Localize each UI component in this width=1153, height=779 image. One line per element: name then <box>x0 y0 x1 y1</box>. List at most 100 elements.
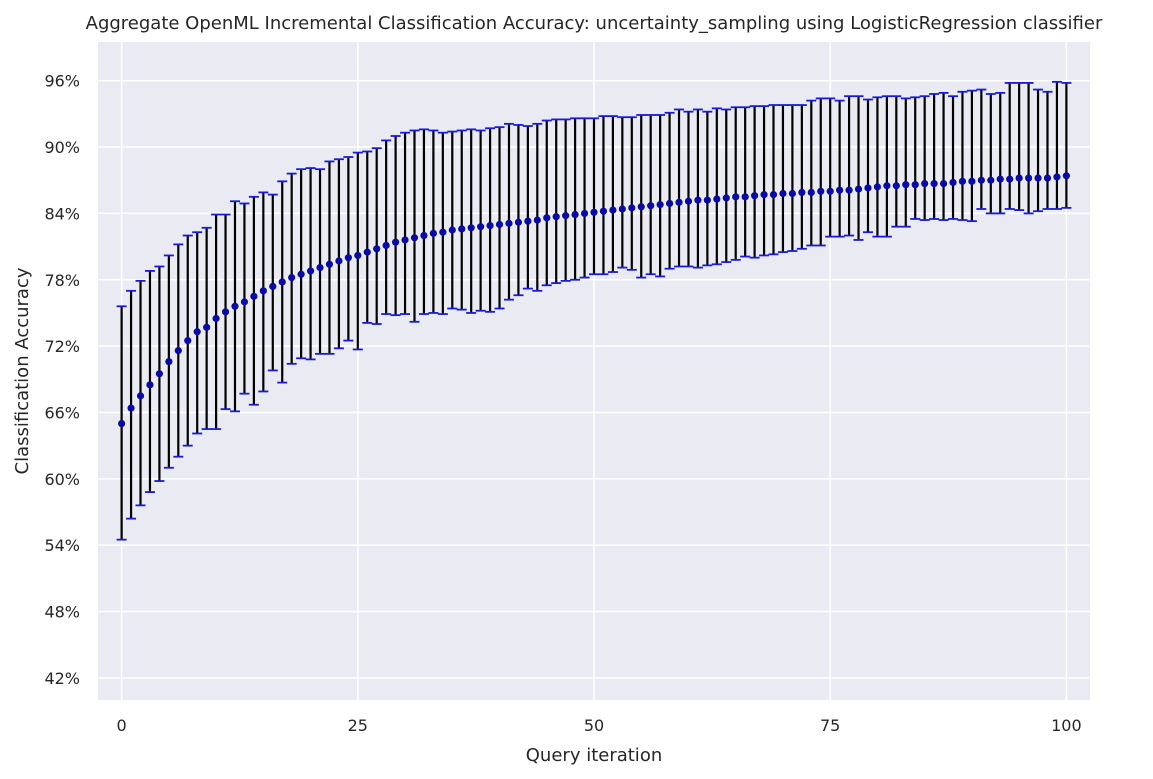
y-tick-label: 78% <box>44 271 80 290</box>
data-point <box>968 177 976 185</box>
data-point <box>477 223 485 231</box>
data-point <box>854 185 863 193</box>
data-point <box>977 176 985 184</box>
x-tick-label: 25 <box>348 716 368 735</box>
data-point <box>675 198 683 206</box>
data-point <box>221 308 230 316</box>
y-tick-label: 90% <box>44 138 80 157</box>
y-tick-label: 84% <box>44 204 80 223</box>
data-point <box>562 212 570 220</box>
data-point <box>486 221 494 230</box>
data-point <box>429 229 437 237</box>
data-point <box>335 257 343 265</box>
data-point <box>958 177 967 185</box>
y-tick-label: 60% <box>44 470 80 489</box>
data-point <box>203 323 211 331</box>
data-point <box>401 236 409 244</box>
data-point <box>165 358 173 366</box>
data-point <box>363 248 371 256</box>
data-point <box>703 196 711 204</box>
data-point <box>439 228 447 236</box>
x-tick-label: 50 <box>584 716 604 735</box>
data-point <box>807 188 815 196</box>
data-point <box>533 216 541 224</box>
data-point <box>278 278 286 286</box>
data-point <box>921 179 929 188</box>
data-point <box>467 224 475 232</box>
data-point <box>628 204 636 212</box>
data-point <box>892 182 900 190</box>
y-tick-label: 66% <box>44 403 80 422</box>
data-point <box>552 213 560 221</box>
data-point <box>779 189 787 198</box>
x-tick-labels: 0 25 50 75 100 <box>117 716 1082 735</box>
x-axis-label: Query iteration <box>526 745 662 766</box>
data-point <box>306 267 315 275</box>
data-point <box>873 183 882 191</box>
data-point <box>902 181 910 189</box>
data-point <box>1062 172 1070 180</box>
data-point <box>836 186 844 194</box>
data-point <box>354 251 362 260</box>
data-point <box>288 273 296 282</box>
data-point <box>798 188 806 196</box>
data-point <box>647 202 655 210</box>
data-point <box>1053 173 1061 181</box>
y-tick-label: 42% <box>44 669 80 688</box>
x-tick-label: 100 <box>1051 716 1082 735</box>
data-point <box>656 200 664 209</box>
data-point <box>571 210 579 219</box>
x-tick-label: 0 <box>117 716 127 735</box>
data-point <box>184 336 192 345</box>
data-point <box>713 195 721 203</box>
data-point <box>193 328 201 336</box>
data-point <box>325 260 334 268</box>
data-point <box>769 191 778 199</box>
data-point <box>174 346 182 355</box>
data-point <box>609 206 617 214</box>
data-point <box>883 182 891 190</box>
data-point <box>410 234 419 242</box>
data-point <box>864 184 872 192</box>
data-point <box>732 193 740 201</box>
data-point <box>618 205 626 213</box>
y-tick-label: 54% <box>44 536 80 555</box>
data-point <box>240 298 249 306</box>
data-point <box>212 314 220 323</box>
data-point <box>911 181 919 189</box>
y-tick-label: 48% <box>44 603 80 622</box>
x-tick-label: 75 <box>820 716 840 735</box>
data-point <box>949 178 957 187</box>
data-point <box>136 392 145 400</box>
data-point <box>250 292 258 300</box>
data-point <box>505 219 513 227</box>
data-point <box>665 199 674 208</box>
data-point <box>694 196 702 204</box>
data-point <box>543 214 551 222</box>
data-point <box>420 231 428 240</box>
data-point <box>495 220 504 229</box>
data-point <box>1043 174 1052 182</box>
data-point <box>760 191 768 199</box>
data-point <box>826 187 834 195</box>
data-point <box>231 302 239 310</box>
data-point <box>155 370 164 378</box>
error-bars <box>116 80 1072 541</box>
data-point <box>817 187 825 195</box>
data-point <box>722 194 730 202</box>
data-point <box>382 241 390 250</box>
chart-title: Aggregate OpenML Incremental Classificat… <box>86 13 1103 34</box>
data-point <box>1015 174 1023 182</box>
data-point <box>684 197 693 205</box>
data-point <box>448 226 456 234</box>
data-point <box>845 186 853 194</box>
data-point <box>373 245 381 253</box>
data-point <box>269 282 277 290</box>
data-point <box>930 179 938 188</box>
data-point <box>751 192 759 200</box>
data-point <box>741 193 749 201</box>
data-point <box>524 217 532 225</box>
data-point <box>118 419 126 428</box>
data-point <box>580 209 589 218</box>
